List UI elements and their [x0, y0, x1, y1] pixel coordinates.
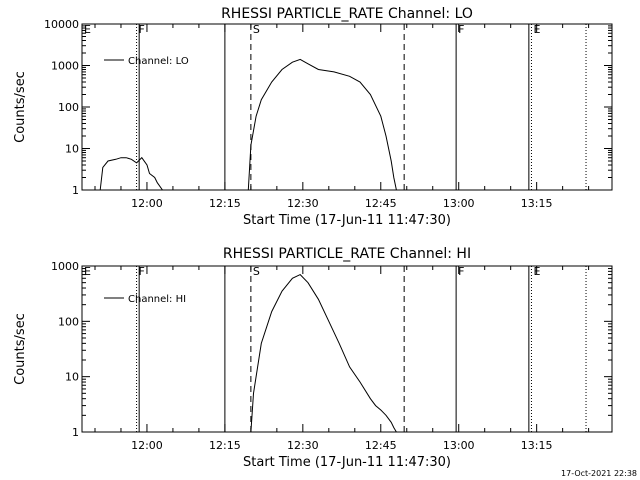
- event-marker-label: S: [253, 23, 260, 36]
- y-tick-label: 1: [72, 184, 79, 197]
- event-marker-label: F: [139, 265, 145, 278]
- chart-title: RHESSI PARTICLE_RATE Channel: LO: [221, 6, 473, 22]
- event-marker-label: F: [458, 265, 464, 278]
- legend-label: Channel: LO: [128, 56, 189, 67]
- x-tick-label: 12:15: [209, 197, 241, 210]
- plot-frame: [81, 265, 613, 433]
- event-marker-label: F: [139, 23, 145, 36]
- y-tick-label: 100: [58, 101, 79, 114]
- y-tick-label: 10: [65, 143, 79, 156]
- plot-frame: [81, 23, 613, 191]
- y-tick-label: 10: [65, 371, 79, 384]
- x-tick-label: 13:15: [521, 439, 553, 452]
- event-marker-label: E: [84, 265, 91, 278]
- x-tick-label: 12:15: [209, 439, 241, 452]
- x-tick-label: 13:15: [521, 197, 553, 210]
- event-marker-label: E: [84, 23, 91, 36]
- x-tick-label: 12:30: [287, 439, 319, 452]
- chart-title: RHESSI PARTICLE_RATE Channel: HI: [223, 246, 471, 262]
- y-tick-label: 10000: [44, 18, 79, 31]
- chart-panel-hi: RHESSI PARTICLE_RATE Channel: HI 1 10 100 10…: [13, 246, 613, 470]
- event-marker-label: E: [533, 23, 540, 36]
- y-tick-label: 1000: [51, 260, 79, 273]
- y-tick-label: 100: [58, 315, 79, 328]
- x-tick-label: 12:00: [131, 197, 163, 210]
- x-tick-label: 12:45: [365, 197, 397, 210]
- footer-timestamp: 17-Oct-2021 22:38: [561, 469, 637, 478]
- x-axis-label: Start Time (17-Jun-11 11:47:30): [243, 455, 451, 470]
- series-line: [99, 58, 397, 191]
- x-tick-label: 12:30: [287, 197, 319, 210]
- x-tick-label: 12:00: [131, 439, 163, 452]
- y-tick-label: 1: [72, 426, 79, 439]
- y-axis-label: Counts/sec: [13, 313, 28, 385]
- event-marker-label: E: [533, 265, 540, 278]
- event-marker-label: S: [253, 265, 260, 278]
- chart-panel-lo: RHESSI PARTICLE_RATE Channel: LO 1 10 100 10…: [13, 6, 613, 228]
- x-tick-label: 12:45: [365, 439, 397, 452]
- series-line: [250, 273, 397, 433]
- legend-label: Channel: HI: [128, 294, 186, 305]
- event-marker-label: F: [458, 23, 464, 36]
- x-tick-label: 13:00: [443, 439, 475, 452]
- x-tick-label: 13:00: [443, 197, 475, 210]
- y-tick-label: 1000: [51, 60, 79, 73]
- y-axis-label: Counts/sec: [13, 71, 28, 143]
- x-axis-label: Start Time (17-Jun-11 11:47:30): [243, 213, 451, 228]
